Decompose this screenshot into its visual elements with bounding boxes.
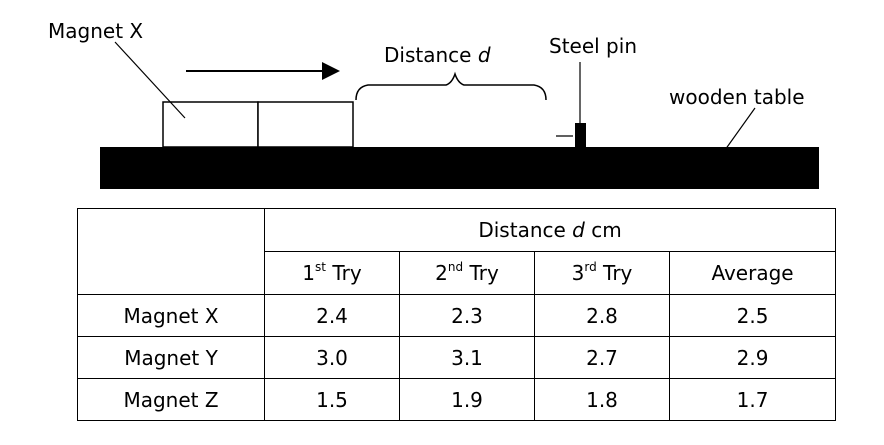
distance-brace (355, 71, 547, 101)
header-row-tries: 1st Try 2nd Try 3rd Try Average (78, 251, 837, 295)
table-cell: 2.7 (534, 336, 670, 379)
column-header-average: Average (668, 251, 837, 295)
row-label-magnet-z: Magnet Z (77, 378, 265, 421)
pin-label: Steel pin (549, 34, 637, 58)
row-label-magnet-x: Magnet X (77, 294, 265, 337)
table-cell: 1.9 (399, 378, 535, 421)
table-cell: 2.4 (264, 294, 400, 337)
table-cell: 3.0 (264, 336, 400, 379)
table-row: Magnet Z 1.5 1.9 1.8 1.7 (77, 378, 837, 421)
row-label-magnet-y: Magnet Y (77, 336, 265, 379)
magnet-block-right (257, 101, 354, 148)
magnet-leader-line (114, 41, 186, 119)
corner-cell (77, 208, 265, 295)
column-header-try-3: 3rd Try (534, 251, 670, 295)
header-row-group: Distance d cm (77, 208, 837, 295)
table-label: wooden table (669, 85, 805, 109)
table-cell: 2.5 (668, 294, 837, 337)
table-row: Magnet Y 3.0 3.1 2.7 2.9 (77, 336, 837, 379)
table-leader-line (724, 107, 756, 151)
table-cell: 1.8 (534, 378, 670, 421)
distance-label: Distance d (384, 43, 491, 67)
wooden-table (100, 147, 819, 189)
table-cell: 1.5 (264, 378, 400, 421)
motion-arrow-head (322, 62, 340, 80)
table-cell: 2.8 (534, 294, 670, 337)
table-cell: 2.9 (668, 336, 837, 379)
table-row: Magnet X 2.4 2.3 2.8 2.5 (77, 294, 837, 337)
results-table: Distance d cm 1st Try 2nd Try 3rd Try Av… (77, 208, 837, 421)
table-cell: 2.3 (399, 294, 535, 337)
magnet-label: Magnet X (48, 19, 143, 43)
table-cell: 1.7 (668, 378, 837, 421)
setup-diagram: Magnet X Distance d Steel pin wooden tab… (48, 19, 819, 189)
steel-pin (575, 123, 586, 147)
column-header-try-1: 1st Try (264, 251, 400, 295)
table-cell: 3.1 (399, 336, 535, 379)
magnet-block-left (162, 101, 259, 148)
distance-group-header: Distance d cm (263, 208, 837, 252)
column-header-try-2: 2nd Try (399, 251, 535, 295)
